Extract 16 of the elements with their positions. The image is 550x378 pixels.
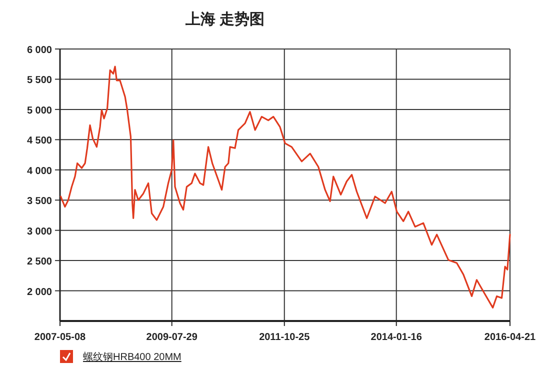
y-tick-label: 3 500	[26, 196, 52, 208]
y-tick-label: 3 000	[26, 226, 52, 238]
y-tick-label: 4 500	[26, 136, 52, 147]
y-tick-label: 6 000	[26, 45, 52, 56]
x-tick-label: 2014-01-16	[370, 332, 422, 343]
y-tick-label: 2 500	[26, 256, 52, 268]
chart-title: 上海 走势图	[184, 11, 265, 28]
legend-label: 螺纹钢HRB400 20MM	[83, 351, 182, 363]
y-tick-label: 4 000	[26, 166, 52, 177]
x-tick-label: 2011-10-25	[259, 332, 310, 343]
x-tick-label: 2007-05-08	[34, 332, 86, 343]
y-tick-label: 5 000	[26, 105, 52, 116]
y-tick-label: 2 000	[26, 286, 52, 298]
x-tick-label: 2009-07-29	[146, 332, 198, 343]
x-tick-label: 2016-04-21	[484, 332, 536, 343]
y-tick-label: 5 500	[26, 75, 52, 86]
